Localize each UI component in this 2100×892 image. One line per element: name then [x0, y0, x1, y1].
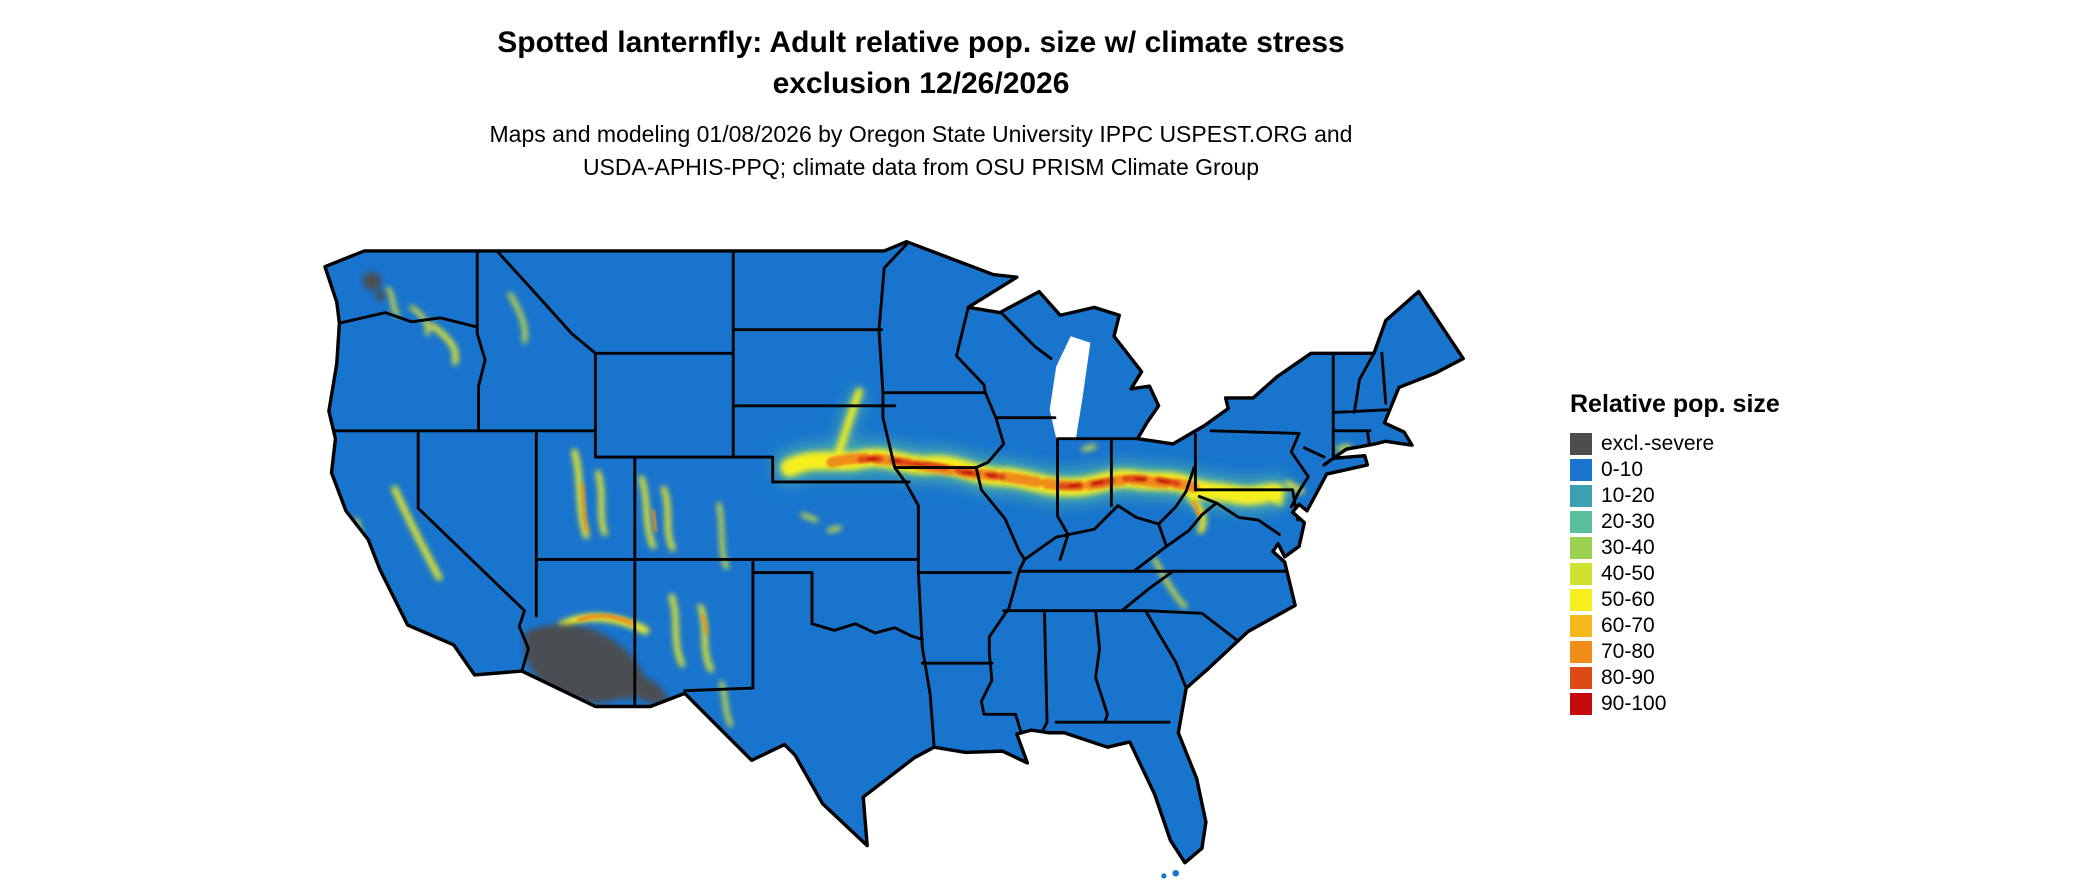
legend-swatch — [1570, 537, 1592, 559]
legend-item: 20-30 — [1570, 509, 1870, 535]
page-title-line2: exclusion 12/26/2026 — [772, 67, 1070, 100]
legend-item: 40-50 — [1570, 561, 1870, 587]
legend-item-label: excl.-severe — [1601, 432, 1715, 455]
legend-swatch — [1570, 667, 1592, 689]
legend-item: 80-90 — [1570, 665, 1870, 691]
legend-item-label: 30-40 — [1601, 536, 1655, 559]
legend-item-label: 80-90 — [1601, 666, 1655, 689]
excluded-severe-region — [363, 271, 669, 704]
page-subtitle: Maps and modeling 01/08/2026 by Oregon S… — [0, 118, 1842, 184]
page-title-line1: Spotted lanternfly: Adult relative pop. … — [497, 26, 1345, 59]
page-subtitle-line2: USDA-APHIS-PPQ; climate data from OSU PR… — [582, 154, 1260, 180]
state-borders — [332, 242, 1389, 749]
legend-item-label: 40-50 — [1601, 562, 1655, 585]
legend-swatch — [1570, 693, 1592, 715]
legend-item: 90-100 — [1570, 691, 1870, 717]
legend-title: Relative pop. size — [1570, 390, 1780, 418]
legend-item-label: 20-30 — [1601, 510, 1655, 533]
map-header: Spotted lanternfly: Adult relative pop. … — [0, 22, 1842, 184]
legend-swatch — [1570, 563, 1592, 585]
legend-swatch — [1570, 433, 1592, 455]
legend-item-label: 70-80 — [1601, 640, 1655, 663]
legend-swatch — [1570, 459, 1592, 481]
legend-swatch — [1570, 511, 1592, 533]
legend-item: 60-70 — [1570, 613, 1870, 639]
us-map-svg — [323, 240, 1465, 879]
legend: Relative pop. size excl.-severe 0-10 10-… — [1570, 390, 1870, 717]
page-subtitle-line1: Maps and modeling 01/08/2026 by Oregon S… — [489, 121, 1353, 147]
legend-item: 10-20 — [1570, 483, 1870, 509]
us-map — [300, 222, 1521, 889]
legend-item-label: 60-70 — [1601, 614, 1655, 637]
legend-swatch — [1570, 589, 1592, 611]
legend-item: 70-80 — [1570, 639, 1870, 665]
legend-item: 30-40 — [1570, 535, 1870, 561]
legend-swatch — [1570, 641, 1592, 663]
legend-item: 50-60 — [1570, 587, 1870, 613]
legend-swatch — [1570, 485, 1592, 507]
legend-item-label: 50-60 — [1601, 588, 1655, 611]
legend-item: excl.-severe — [1570, 431, 1870, 457]
legend-swatch — [1570, 615, 1592, 637]
lake-michigan — [1049, 336, 1091, 439]
florida-keys — [1161, 869, 1179, 879]
legend-item: 0-10 — [1570, 457, 1870, 483]
legend-item-label: 90-100 — [1601, 692, 1667, 715]
legend-item-label: 0-10 — [1601, 458, 1644, 481]
legend-item-label: 10-20 — [1601, 484, 1655, 507]
